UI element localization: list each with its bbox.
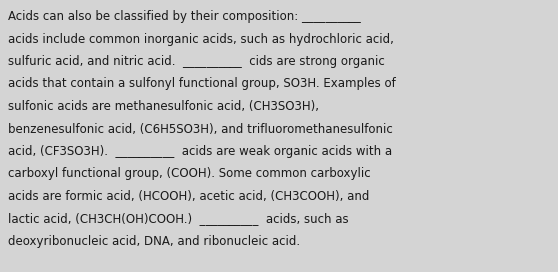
Text: acids include common inorganic acids, such as hydrochloric acid,: acids include common inorganic acids, su… <box>8 32 394 45</box>
Text: acid, (CF3SO3H).  __________  acids are weak organic acids with a: acid, (CF3SO3H). __________ acids are we… <box>8 145 392 158</box>
Text: acids that contain a sulfonyl functional group, SO3H. Examples of: acids that contain a sulfonyl functional… <box>8 78 396 91</box>
Text: benzenesulfonic acid, (C6H5SO3H), and trifluoromethanesulfonic: benzenesulfonic acid, (C6H5SO3H), and tr… <box>8 122 393 135</box>
Text: Acids can also be classified by their composition: __________: Acids can also be classified by their co… <box>8 10 361 23</box>
Text: lactic acid, (CH3CH(OH)COOH.)  __________  acids, such as: lactic acid, (CH3CH(OH)COOH.) __________… <box>8 212 349 225</box>
Text: sulfonic acids are methanesulfonic acid, (CH3SO3H),: sulfonic acids are methanesulfonic acid,… <box>8 100 319 113</box>
Text: acids are formic acid, (HCOOH), acetic acid, (CH3COOH), and: acids are formic acid, (HCOOH), acetic a… <box>8 190 369 203</box>
Text: carboxyl functional group, (COOH). Some common carboxylic: carboxyl functional group, (COOH). Some … <box>8 168 371 181</box>
Text: sulfuric acid, and nitric acid.  __________  cids are strong organic: sulfuric acid, and nitric acid. ________… <box>8 55 385 68</box>
Text: deoxyribonucleic acid, DNA, and ribonucleic acid.: deoxyribonucleic acid, DNA, and ribonucl… <box>8 235 300 248</box>
